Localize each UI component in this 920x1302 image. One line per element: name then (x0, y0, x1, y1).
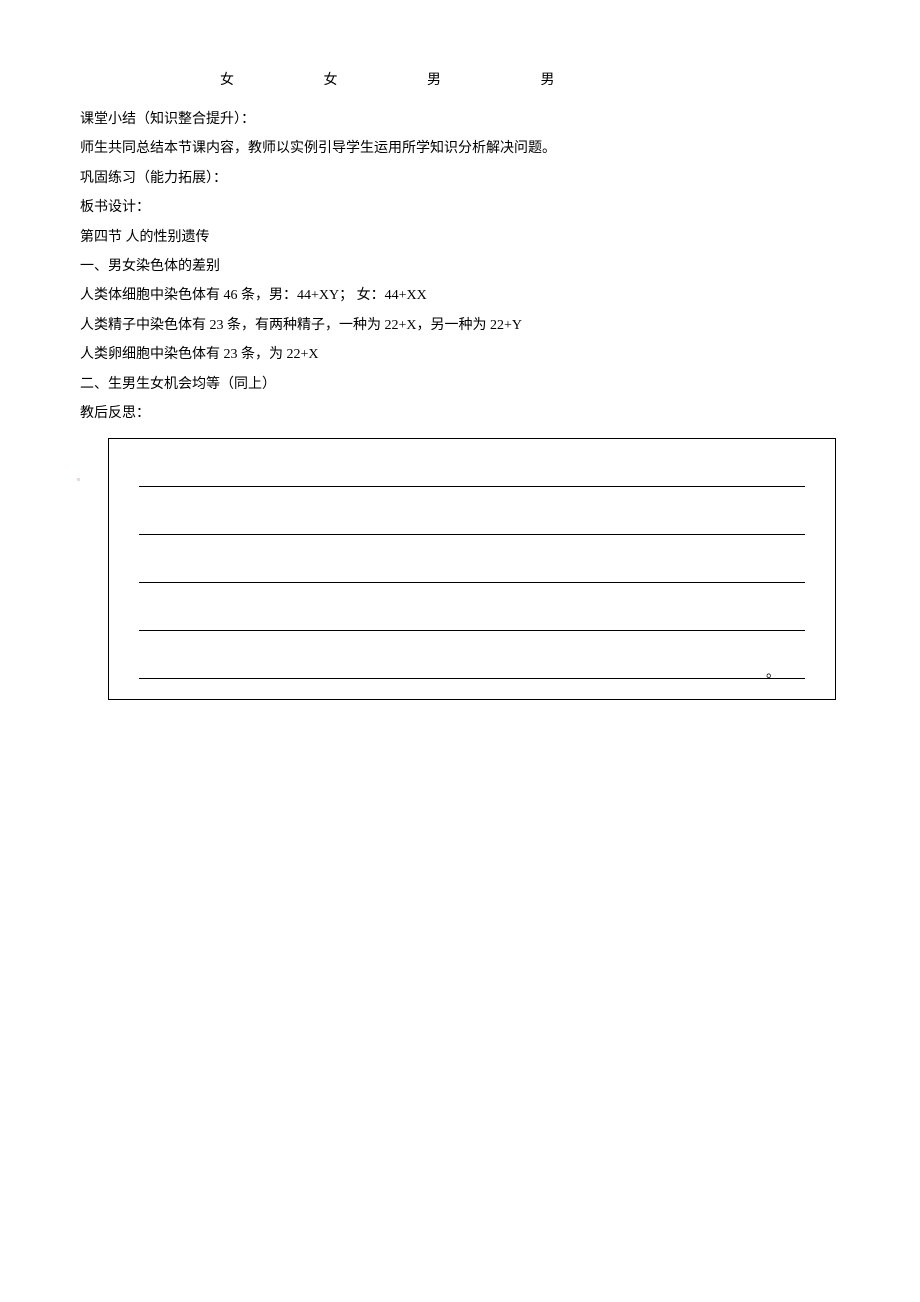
reflection-line (139, 507, 805, 535)
reflection-line (139, 603, 805, 631)
chromosome-line-2: 人类精子中染色体有 23 条，有两种精子，一种为 22+X，另一种为 22+Y (80, 311, 840, 340)
gender-item: 女 (220, 70, 320, 91)
reflection-heading: 教后反思： (80, 399, 840, 428)
topic-2-heading: 二、生男生女机会均等（同上） (80, 370, 840, 399)
gender-item: 男 (427, 70, 537, 91)
margin-marker (77, 478, 80, 481)
final-period: 。 (766, 662, 780, 682)
reflection-line (139, 459, 805, 487)
genders-row: 女 女 男 男 (80, 70, 840, 91)
reflection-line: 。 (139, 651, 805, 679)
gender-item: 男 (541, 70, 555, 91)
chromosome-line-3: 人类卵细胞中染色体有 23 条，为 22+X (80, 340, 840, 369)
summary-heading: 课堂小结（知识整合提升）： (80, 105, 840, 134)
section-title: 第四节 人的性别遗传 (80, 223, 840, 252)
reflection-line (139, 555, 805, 583)
topic-1-heading: 一、男女染色体的差别 (80, 252, 840, 281)
reflection-box: 。 (108, 438, 836, 700)
summary-text: 师生共同总结本节课内容，教师以实例引导学生运用所学知识分析解决问题。 (80, 134, 840, 163)
board-design-heading: 板书设计： (80, 193, 840, 222)
gender-item: 女 (324, 70, 424, 91)
practice-heading: 巩固练习（能力拓展）： (80, 164, 840, 193)
chromosome-line-1: 人类体细胞中染色体有 46 条，男：44+XY； 女：44+XX (80, 281, 840, 310)
